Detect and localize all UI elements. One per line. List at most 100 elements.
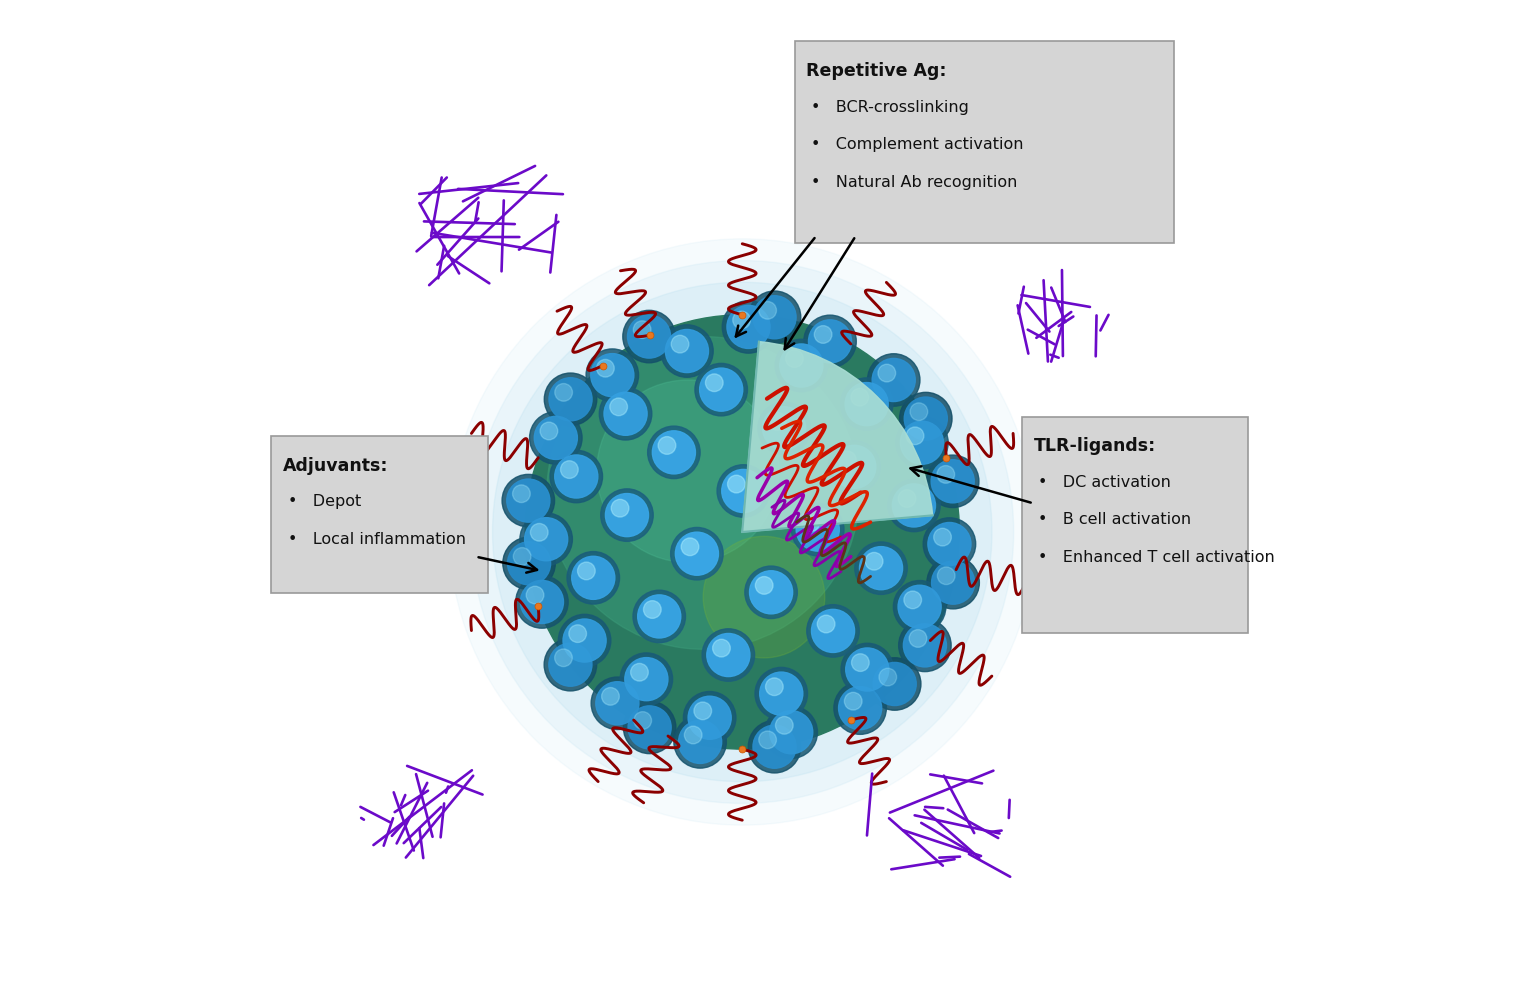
Circle shape (561, 461, 578, 479)
Circle shape (727, 475, 745, 493)
Circle shape (727, 306, 770, 349)
Circle shape (578, 562, 596, 580)
Circle shape (689, 696, 732, 740)
Circle shape (893, 581, 946, 633)
Circle shape (754, 668, 808, 720)
Circle shape (904, 592, 922, 609)
Circle shape (611, 500, 629, 518)
Circle shape (610, 398, 628, 416)
Circle shape (675, 532, 718, 576)
Circle shape (544, 639, 597, 691)
FancyBboxPatch shape (1021, 417, 1248, 633)
Circle shape (796, 509, 840, 551)
Circle shape (637, 596, 681, 638)
Circle shape (850, 388, 869, 406)
Circle shape (904, 397, 948, 441)
Circle shape (514, 548, 530, 566)
Circle shape (562, 619, 607, 663)
Text: •   BCR-crosslinking: • BCR-crosslinking (811, 100, 969, 114)
Circle shape (817, 615, 835, 633)
Circle shape (803, 316, 856, 368)
Circle shape (753, 297, 796, 339)
Circle shape (718, 465, 770, 518)
Circle shape (750, 571, 792, 614)
Circle shape (814, 326, 832, 344)
Circle shape (530, 524, 549, 541)
Circle shape (841, 644, 893, 696)
Circle shape (700, 369, 742, 412)
Circle shape (713, 640, 730, 658)
Circle shape (748, 721, 800, 773)
Circle shape (776, 340, 828, 392)
Circle shape (759, 672, 803, 716)
Circle shape (762, 407, 806, 451)
Circle shape (879, 669, 896, 686)
Circle shape (838, 687, 882, 730)
Text: Adjuvants:: Adjuvants: (283, 457, 389, 474)
Circle shape (811, 609, 855, 653)
Circle shape (802, 515, 820, 532)
Circle shape (661, 325, 713, 378)
Circle shape (591, 354, 634, 397)
Circle shape (706, 375, 722, 392)
Circle shape (512, 485, 530, 503)
Circle shape (599, 388, 652, 441)
Circle shape (450, 240, 1035, 825)
Circle shape (904, 624, 946, 668)
Circle shape (896, 417, 948, 469)
Circle shape (872, 359, 916, 402)
Circle shape (605, 494, 649, 537)
Circle shape (808, 320, 852, 364)
Circle shape (899, 619, 951, 671)
Circle shape (765, 706, 817, 758)
Circle shape (632, 591, 686, 643)
Circle shape (600, 489, 654, 541)
Circle shape (707, 634, 750, 677)
Circle shape (927, 557, 980, 609)
Circle shape (770, 711, 812, 754)
Text: •   Complement activation: • Complement activation (811, 137, 1024, 152)
Circle shape (846, 648, 888, 691)
Circle shape (866, 553, 882, 571)
Circle shape (674, 716, 727, 768)
Circle shape (604, 392, 648, 436)
Circle shape (934, 528, 951, 546)
Circle shape (526, 316, 960, 749)
Circle shape (765, 678, 783, 696)
Circle shape (910, 403, 928, 421)
Circle shape (620, 654, 672, 706)
Circle shape (529, 412, 582, 464)
Circle shape (549, 644, 591, 686)
Circle shape (828, 441, 881, 494)
Text: Repetitive Ag:: Repetitive Ag: (806, 62, 946, 80)
Circle shape (623, 311, 675, 364)
Circle shape (524, 518, 568, 561)
Circle shape (745, 567, 797, 619)
Circle shape (544, 374, 597, 426)
Circle shape (539, 423, 558, 441)
Circle shape (591, 677, 643, 730)
Circle shape (852, 654, 869, 671)
Circle shape (678, 721, 722, 764)
Circle shape (547, 337, 860, 650)
Circle shape (791, 504, 844, 556)
Circle shape (535, 417, 578, 460)
Circle shape (515, 576, 568, 628)
Circle shape (899, 393, 952, 446)
Circle shape (898, 490, 916, 508)
Circle shape (748, 292, 800, 344)
Circle shape (695, 364, 747, 416)
Circle shape (776, 717, 792, 735)
Circle shape (587, 350, 639, 402)
Circle shape (597, 381, 779, 563)
Circle shape (869, 658, 920, 711)
Circle shape (855, 542, 907, 595)
Text: •   B cell activation: • B cell activation (1038, 512, 1192, 527)
Circle shape (643, 601, 661, 619)
Circle shape (555, 456, 597, 499)
Circle shape (550, 451, 602, 503)
Circle shape (901, 422, 943, 464)
Circle shape (722, 302, 774, 354)
Circle shape (648, 427, 700, 479)
Circle shape (937, 466, 954, 484)
